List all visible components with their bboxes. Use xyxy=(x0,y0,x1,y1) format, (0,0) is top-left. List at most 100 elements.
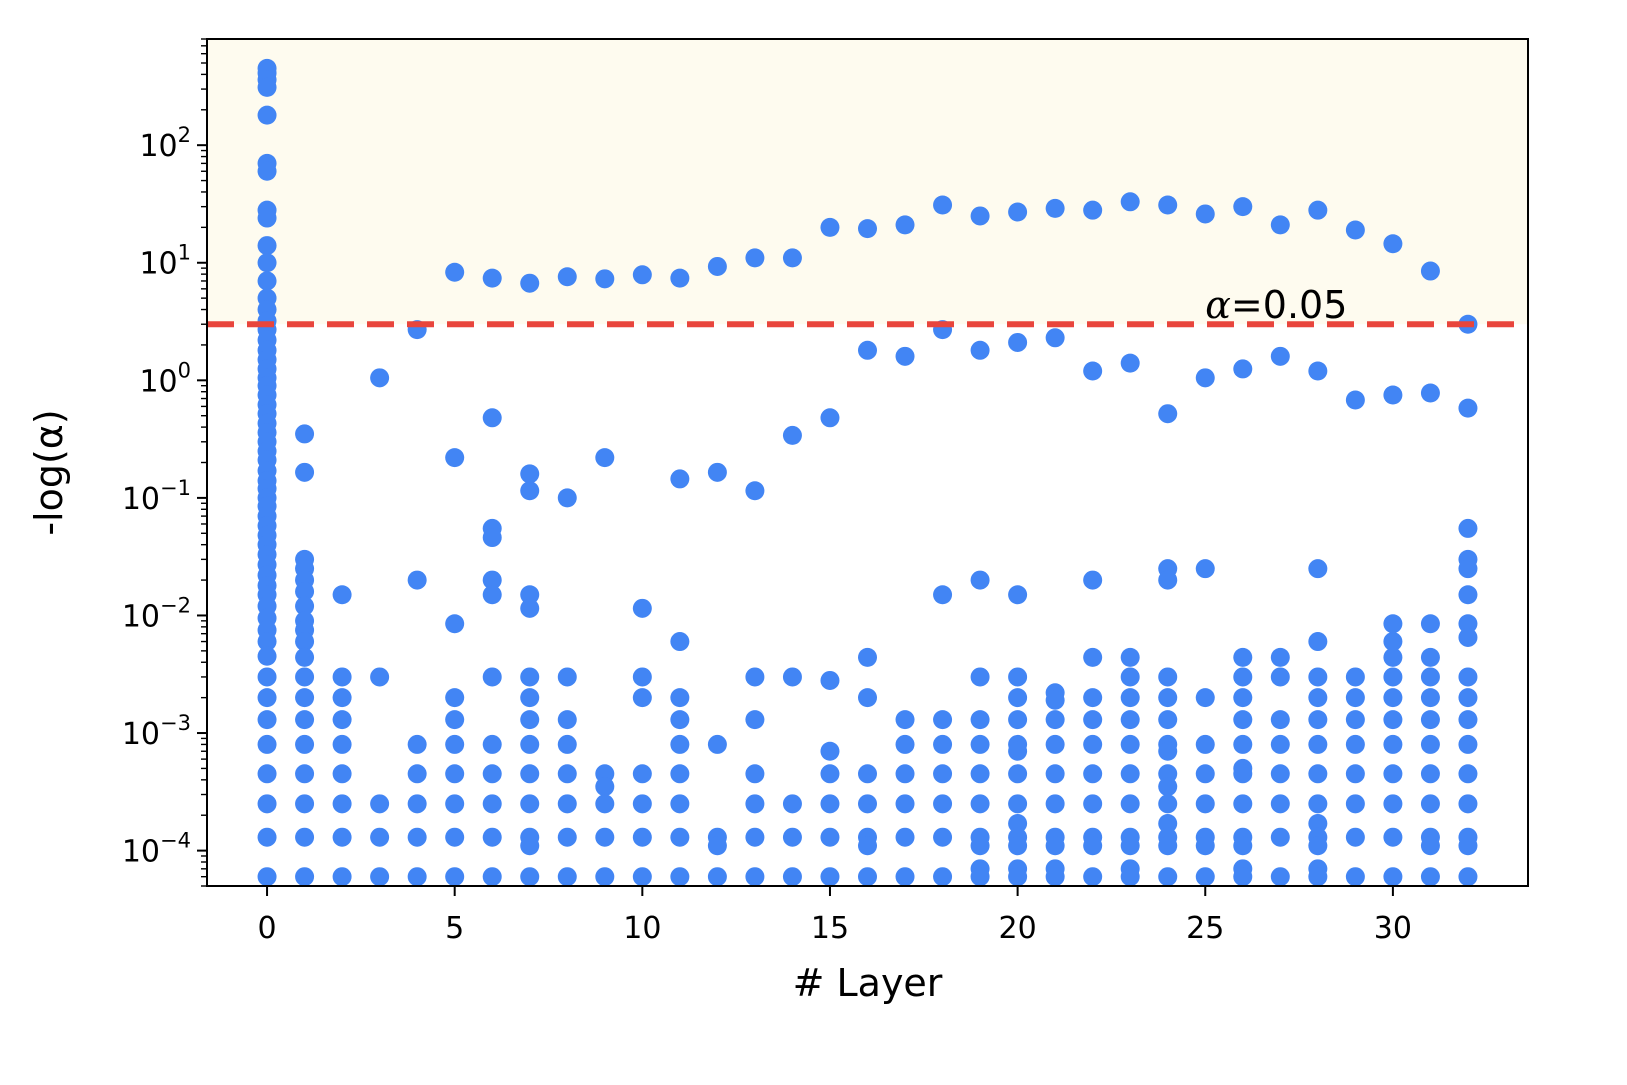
data-point xyxy=(1120,688,1140,708)
data-point xyxy=(858,794,877,814)
data-point xyxy=(1345,220,1365,240)
data-point xyxy=(1308,632,1328,652)
data-point xyxy=(707,867,727,887)
data-point xyxy=(445,867,465,887)
data-point xyxy=(557,267,577,287)
data-point xyxy=(632,867,652,887)
data-point xyxy=(1158,836,1178,856)
data-point xyxy=(1120,192,1140,212)
data-point xyxy=(1383,234,1403,254)
data-point xyxy=(782,867,802,887)
data-point xyxy=(1308,734,1328,754)
data-point xyxy=(1008,332,1028,352)
data-point xyxy=(445,734,465,754)
data-point xyxy=(895,346,915,366)
data-point xyxy=(1345,710,1365,730)
data-point xyxy=(745,667,765,687)
data-point xyxy=(1308,200,1328,220)
y-tick-label: 100 xyxy=(139,358,191,399)
data-point xyxy=(1383,764,1403,784)
data-point xyxy=(820,827,840,847)
data-point xyxy=(1458,585,1478,605)
data-point xyxy=(858,836,877,856)
data-point xyxy=(1270,794,1290,814)
data-point xyxy=(1083,867,1103,887)
data-point xyxy=(257,271,277,291)
data-point xyxy=(557,827,577,847)
data-point xyxy=(407,867,427,887)
data-point xyxy=(407,570,427,590)
data-point xyxy=(1158,867,1178,887)
data-point xyxy=(1458,710,1478,730)
data-point xyxy=(1158,741,1178,761)
data-point xyxy=(1345,390,1365,410)
data-point xyxy=(1233,359,1253,379)
data-point xyxy=(520,585,540,605)
data-point xyxy=(1233,197,1253,217)
data-point xyxy=(520,464,540,484)
y-tick-label: 10−1 xyxy=(122,476,191,517)
data-point xyxy=(1120,764,1140,784)
data-point xyxy=(557,794,577,814)
data-point xyxy=(332,688,352,708)
data-point xyxy=(520,688,540,708)
data-point xyxy=(858,219,877,239)
data-point xyxy=(895,710,915,730)
data-point xyxy=(295,462,315,482)
data-point xyxy=(1383,734,1403,754)
data-point xyxy=(595,269,615,289)
data-point xyxy=(1458,667,1478,687)
data-point xyxy=(1383,794,1403,814)
data-point xyxy=(970,836,990,856)
data-point xyxy=(1383,867,1403,887)
data-point xyxy=(1120,353,1140,373)
data-point xyxy=(295,734,315,754)
data-point xyxy=(745,481,765,501)
data-point xyxy=(1308,361,1328,381)
data-point xyxy=(933,827,953,847)
data-point xyxy=(1270,734,1290,754)
data-point xyxy=(632,827,652,847)
data-point xyxy=(1420,867,1440,887)
data-point xyxy=(482,867,502,887)
data-point xyxy=(1195,867,1215,887)
data-point xyxy=(1233,667,1253,687)
data-point xyxy=(632,667,652,687)
data-point xyxy=(858,867,877,887)
data-point xyxy=(745,710,765,730)
data-point xyxy=(482,408,502,428)
data-point xyxy=(670,469,690,489)
data-point xyxy=(707,462,727,482)
data-point xyxy=(445,262,465,282)
data-point xyxy=(632,265,652,285)
data-point xyxy=(670,764,690,784)
data-point xyxy=(295,827,315,847)
y-axis: 10−4 10−3 10−2 10−1 100 101 102 xyxy=(122,123,207,870)
data-point xyxy=(1233,734,1253,754)
data-point xyxy=(1158,570,1178,590)
data-point xyxy=(933,585,953,605)
threshold-label: α=0.05 xyxy=(1205,283,1347,327)
y-tick-label: 102 xyxy=(139,123,191,164)
data-point xyxy=(1233,836,1253,856)
data-point xyxy=(557,488,577,508)
data-point xyxy=(1195,204,1215,224)
data-point xyxy=(820,867,840,887)
data-point xyxy=(1083,200,1103,220)
data-point xyxy=(1195,559,1215,579)
data-point xyxy=(858,340,877,360)
data-point xyxy=(1008,836,1028,856)
data-point xyxy=(1345,667,1365,687)
data-point xyxy=(257,161,277,181)
data-point xyxy=(1158,688,1178,708)
data-point xyxy=(1233,710,1253,730)
x-axis: 0 5 10 15 20 25 30 xyxy=(257,886,1412,946)
threshold-label-symbol: α xyxy=(1205,283,1231,327)
data-point xyxy=(295,632,315,652)
significance-region xyxy=(207,39,1528,325)
data-point xyxy=(257,646,277,666)
data-point xyxy=(445,688,465,708)
data-point xyxy=(407,827,427,847)
data-point xyxy=(370,794,390,814)
